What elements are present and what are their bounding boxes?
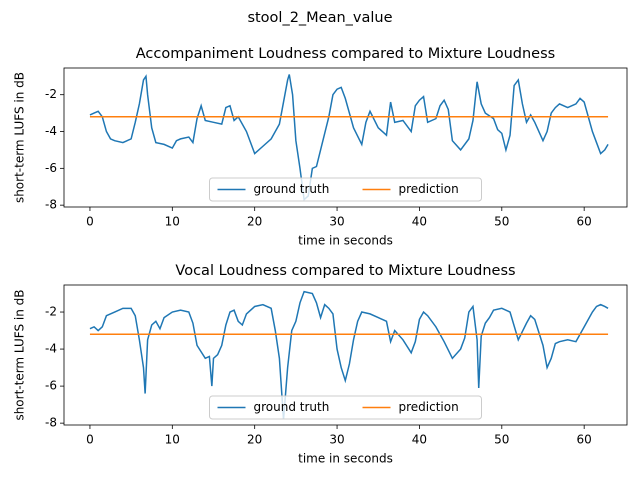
y-tick-label: -6 [45,379,57,393]
x-tick-label: 0 [86,433,94,447]
subplot-title: Vocal Loudness compared to Mixture Loudn… [175,263,515,279]
x-tick-label: 10 [165,433,180,447]
x-tick-label: 50 [494,433,509,447]
legend-label: ground truth [254,400,330,414]
y-axis-label: short-term LUFS in dB [13,72,27,203]
subplot-title: Accompaniment Loudness compared to Mixtu… [136,46,555,62]
y-tick-label: -6 [45,161,57,175]
x-tick-label: 30 [329,433,344,447]
subplot: Accompaniment Loudness compared to Mixtu… [13,46,628,248]
legend-label: ground truth [254,182,330,196]
legend-box [209,177,482,202]
data-line [89,74,609,202]
y-tick-label: -2 [45,305,57,319]
y-tick-label: -4 [45,124,57,138]
subplot: Vocal Loudness compared to Mixture Loudn… [13,263,628,466]
y-tick-label: -8 [45,416,57,430]
x-axis-label: time in seconds [298,234,393,248]
legend-box [209,395,482,420]
x-tick-label: 30 [329,215,344,229]
x-tick-label: 10 [165,215,180,229]
x-tick-label: 0 [86,215,94,229]
x-tick-label: 40 [412,433,427,447]
x-tick-label: 40 [412,215,427,229]
y-axis-label: short-term LUFS in dB [13,289,27,420]
y-tick-label: -8 [45,198,57,212]
legend-label: prediction [399,182,459,196]
legend-label: prediction [399,400,459,414]
x-tick-label: 50 [494,215,509,229]
x-axis-label: time in seconds [298,452,393,466]
legend: ground truth prediction [209,395,482,420]
legend: ground truth prediction [209,177,482,202]
y-tick-label: -2 [45,87,57,101]
x-tick-label: 20 [247,433,262,447]
figure-title: stool_2_Mean_value [247,10,392,26]
data-line [89,290,609,420]
x-tick-label: 60 [577,433,592,447]
axes-frame [63,67,628,208]
axes-frame [63,284,628,426]
y-tick-label: -4 [45,342,57,356]
x-tick-label: 20 [247,215,262,229]
x-tick-label: 60 [577,215,592,229]
